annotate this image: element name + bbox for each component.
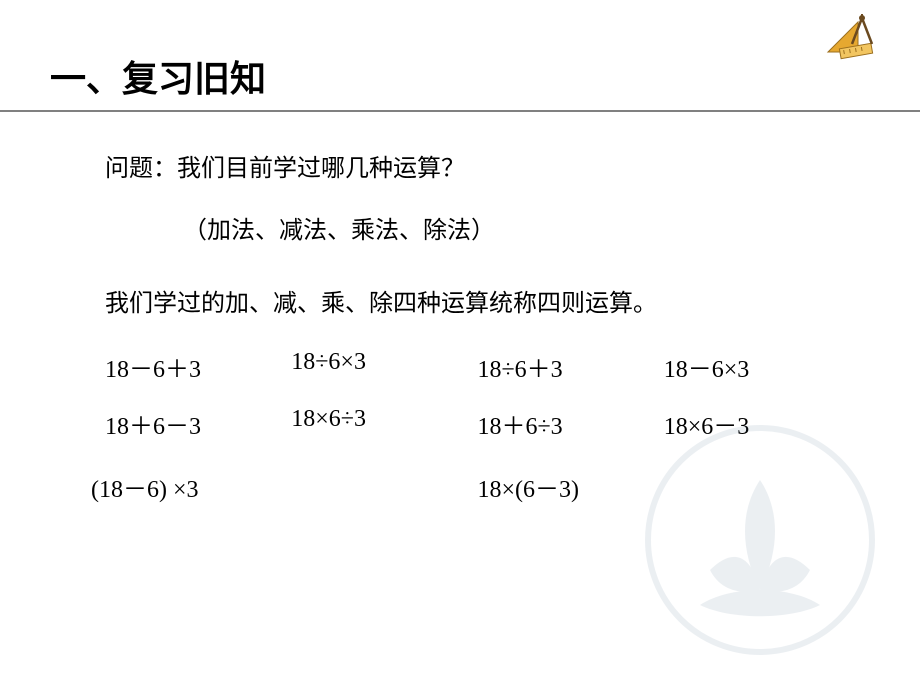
answer-text: （加法、减法、乘法、除法） <box>105 214 840 248</box>
expr-cell: (18－6) ×3 <box>91 469 281 504</box>
expr-cell: 18＋6－3 <box>105 406 281 441</box>
content-area: 问题：我们目前学过哪几种运算？ （加法、减法、乘法、除法） 我们学过的加、减、乘… <box>50 152 870 504</box>
expr-cell: 18÷6×3 <box>291 349 467 384</box>
expr-cell: 18－6＋3 <box>105 349 281 384</box>
expr-cell: 18÷6＋3 <box>478 349 654 384</box>
expression-grid: 18－6＋3 18÷6×3 18÷6＋3 18－6×3 18＋6－3 18×6÷… <box>105 349 840 441</box>
expr-cell: 18×(6－3) <box>478 469 654 504</box>
expr-cell: 18×6÷3 <box>291 406 467 441</box>
expr-cell: 18＋6÷3 <box>478 406 654 441</box>
section-title: 一、复习旧知 <box>50 50 870 102</box>
tools-icon <box>820 12 880 60</box>
question-text: 问题：我们目前学过哪几种运算？ <box>105 152 840 186</box>
expr-cell: 18－6×3 <box>664 349 840 384</box>
bottom-expression-row: (18－6) ×3 18×(6－3) <box>105 469 840 504</box>
divider <box>0 110 920 112</box>
expr-cell: 18×6－3 <box>664 406 840 441</box>
slide: 一、复习旧知 问题：我们目前学过哪几种运算？ （加法、减法、乘法、除法） 我们学… <box>0 0 920 690</box>
statement-text: 我们学过的加、减、乘、除四种运算统称四则运算。 <box>105 287 840 321</box>
